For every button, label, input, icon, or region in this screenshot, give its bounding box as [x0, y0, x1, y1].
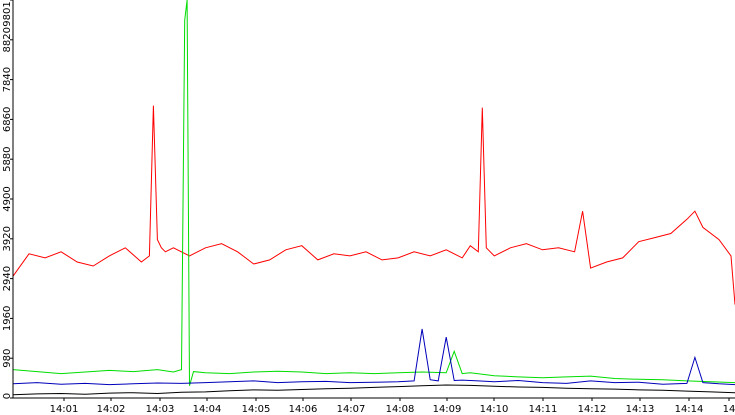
- x-tick-label: 14:06: [289, 404, 318, 415]
- y-tick-label: 8820: [2, 27, 13, 52]
- series-line-3: [12, 384, 735, 396]
- y-tick-label: 7840: [2, 67, 13, 92]
- x-tick-label: 14:13: [626, 404, 655, 415]
- y-tick-label: 2940: [2, 266, 13, 291]
- x-tick-label: 14:05: [242, 404, 271, 415]
- x-tick-label: 14:11: [529, 404, 558, 415]
- x-tick-labels: 14:01 14:02 14:03 14:04 14:05 14:06 14:07 14:08…: [50, 398, 735, 415]
- series-line-1: [12, 0, 735, 386]
- y-tick-label: 980: [2, 349, 13, 368]
- series-line-2: [12, 328, 735, 386]
- x-tick-label: 14: [723, 404, 735, 415]
- x-tick-label: 14:04: [193, 404, 222, 415]
- x-tick-label: 14:08: [386, 404, 415, 415]
- x-tick-label: 14:10: [480, 404, 509, 415]
- series-layer: [12, 0, 735, 396]
- x-tick-label: 14:02: [97, 404, 126, 415]
- x-tick-label: 14:03: [146, 404, 175, 415]
- y-tick-label: 4900: [2, 186, 13, 211]
- y-tick-label: 3920: [2, 226, 13, 251]
- x-tick-label: 14:01: [50, 404, 79, 415]
- x-tick-label: 14:14: [675, 404, 704, 415]
- y-tick-label: 1960: [2, 306, 13, 331]
- x-tick-label: 14:07: [337, 404, 366, 415]
- series-line-0: [12, 105, 735, 305]
- y-tick-label: 5880: [2, 146, 13, 171]
- y-tick-label: 9801: [2, 1, 13, 26]
- y-tick-label: 0: [2, 393, 13, 399]
- y-tick-label: 6860: [2, 107, 13, 132]
- x-tick-label: 14:09: [433, 404, 462, 415]
- x-tick-label: 14:12: [578, 404, 607, 415]
